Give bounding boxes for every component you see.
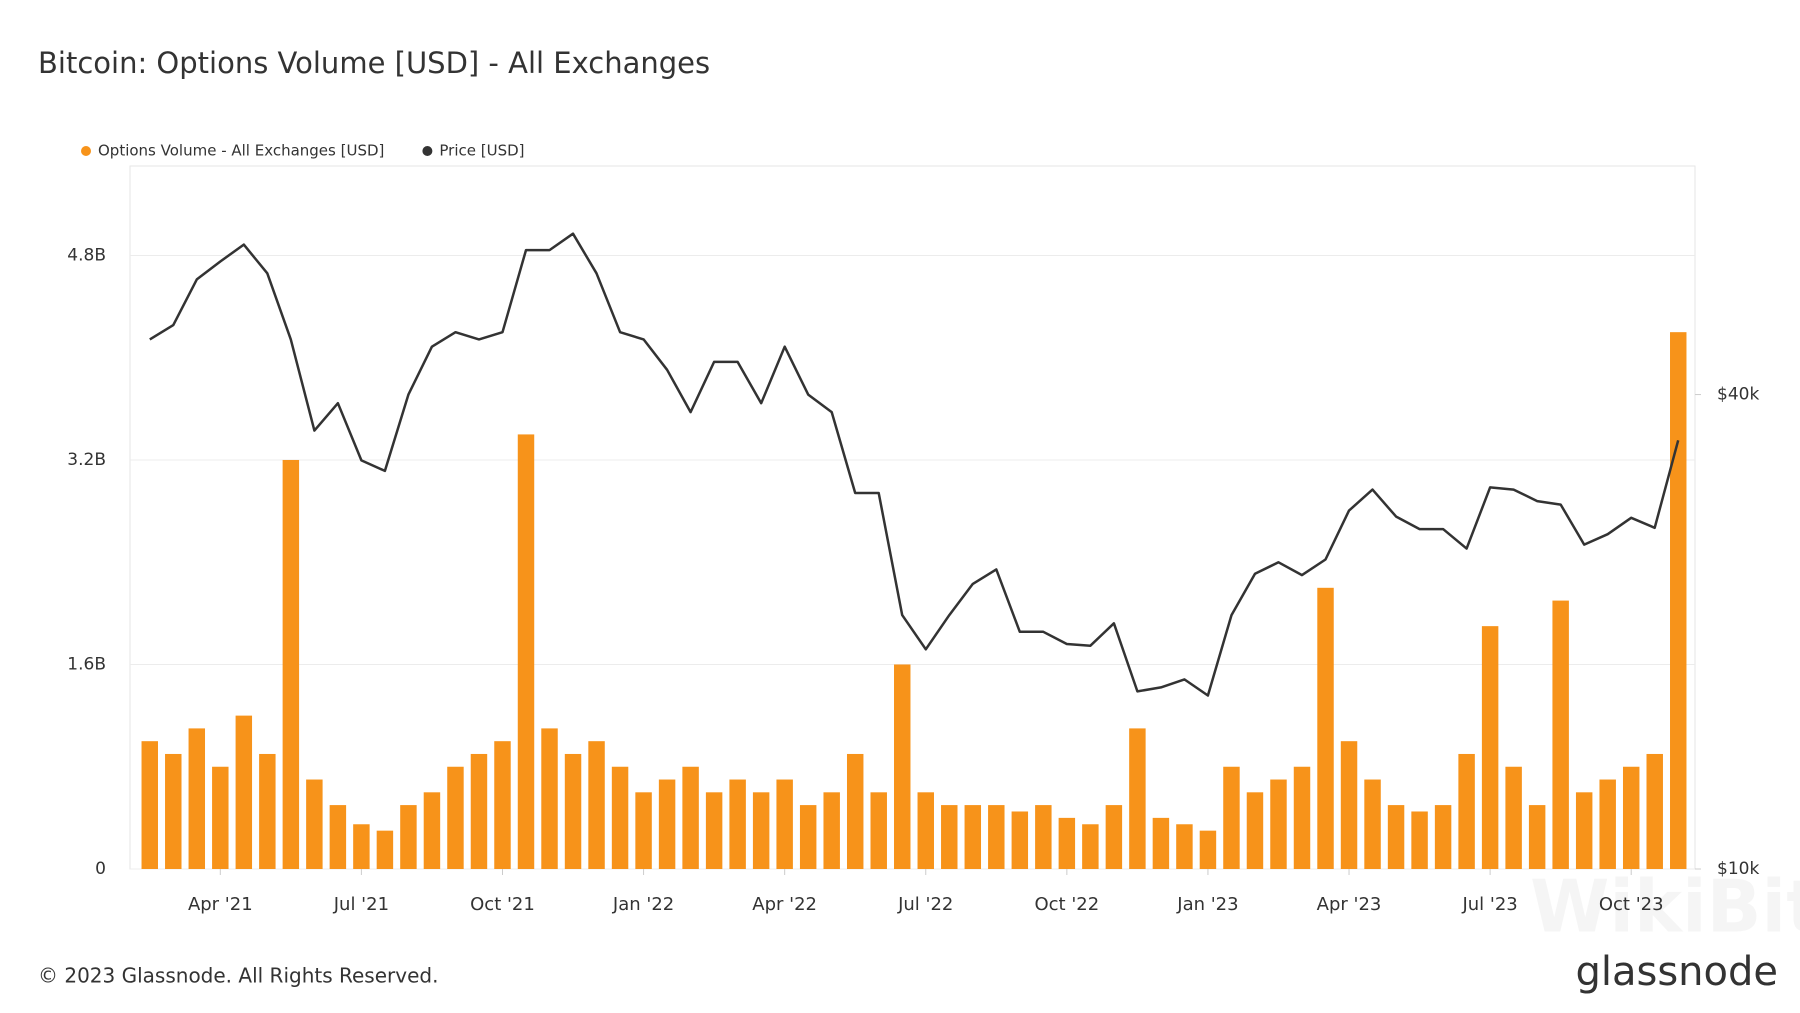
bar <box>165 753 182 869</box>
legend-marker <box>81 146 91 156</box>
y2-tick-label: $40k <box>1717 385 1759 405</box>
bar <box>1552 600 1569 869</box>
bar <box>682 766 699 869</box>
bar <box>1670 332 1687 869</box>
bar <box>353 824 370 869</box>
bar <box>729 779 746 869</box>
y-tick-label: 4.8B <box>67 245 106 265</box>
bar <box>1646 753 1663 869</box>
bar <box>1246 792 1264 869</box>
bar <box>1528 805 1546 869</box>
bar <box>611 766 629 869</box>
bar <box>1293 766 1311 869</box>
bar <box>917 792 934 869</box>
bar <box>282 459 300 869</box>
bar <box>235 715 253 869</box>
bar <box>705 792 723 869</box>
bar <box>941 805 958 869</box>
x-tick-label: Apr '23 <box>1317 894 1382 915</box>
bar <box>1199 830 1217 869</box>
bar <box>1575 792 1593 869</box>
x-tick-label: Jul '23 <box>1461 894 1517 915</box>
bar <box>1082 824 1099 869</box>
x-tick-label: Jan '22 <box>612 894 674 915</box>
bar <box>799 805 817 869</box>
bar <box>1176 824 1193 869</box>
bar <box>635 792 652 869</box>
bar <box>1317 587 1334 869</box>
y-tick-label: 3.2B <box>67 450 106 470</box>
bar <box>188 728 206 869</box>
bar <box>1270 779 1287 869</box>
bar <box>588 741 605 869</box>
bar <box>541 728 558 869</box>
x-tick-label: Oct '22 <box>1034 894 1099 915</box>
bar <box>1481 626 1499 869</box>
bar <box>894 664 911 869</box>
bar <box>376 830 394 869</box>
bar <box>776 779 793 869</box>
x-tick-label: Jul '22 <box>897 894 953 915</box>
legend-label: Price [USD] <box>439 142 524 160</box>
bar <box>1223 766 1240 869</box>
bar <box>1434 805 1452 869</box>
bar <box>823 792 840 869</box>
bar <box>306 779 323 869</box>
bar <box>1105 805 1123 869</box>
x-tick-label: Apr '22 <box>752 894 817 915</box>
x-tick-label: Jul '21 <box>333 894 389 915</box>
copyright: © 2023 Glassnode. All Rights Reserved. <box>38 964 438 988</box>
bar <box>564 753 582 869</box>
bar <box>1035 805 1052 869</box>
bar <box>517 434 535 869</box>
bar <box>212 766 229 869</box>
x-tick-label: Oct '21 <box>470 894 535 915</box>
y-tick-label: 0 <box>95 859 106 879</box>
bar <box>494 741 511 869</box>
bar <box>400 805 417 869</box>
bar <box>259 753 276 869</box>
chart-title: Bitcoin: Options Volume [USD] - All Exch… <box>38 46 710 80</box>
y-tick-label: 1.6B <box>67 654 106 674</box>
bar <box>752 792 770 869</box>
x-tick-label: Jan '23 <box>1176 894 1238 915</box>
bar <box>470 753 488 869</box>
bar <box>1458 753 1475 869</box>
y2-tick-label: $10k <box>1717 859 1759 879</box>
legend-label: Options Volume - All Exchanges [USD] <box>98 142 384 160</box>
x-tick-label: Apr '21 <box>188 894 253 915</box>
legend-marker <box>422 146 433 156</box>
bar <box>1622 766 1640 869</box>
brand-logo: glassnode <box>1575 949 1778 995</box>
bar <box>141 741 158 869</box>
bar <box>423 792 441 869</box>
bar <box>447 766 464 869</box>
bar <box>1387 805 1405 869</box>
bar <box>1011 811 1029 869</box>
bar <box>1599 779 1616 869</box>
bar <box>870 792 887 869</box>
bar <box>1340 741 1358 869</box>
bar <box>1129 728 1146 869</box>
bar <box>1364 779 1381 869</box>
bar <box>846 753 864 869</box>
bar <box>964 805 982 869</box>
bar <box>329 805 347 869</box>
watermark: WikiBit <box>1530 865 1800 949</box>
bar <box>1505 766 1522 869</box>
price-line <box>149 232 1680 697</box>
x-tick-label: Oct '23 <box>1599 894 1664 915</box>
bar <box>1058 817 1076 869</box>
bar <box>988 805 1005 869</box>
bar <box>1152 817 1170 869</box>
bar <box>1411 811 1428 869</box>
bar <box>658 779 676 869</box>
